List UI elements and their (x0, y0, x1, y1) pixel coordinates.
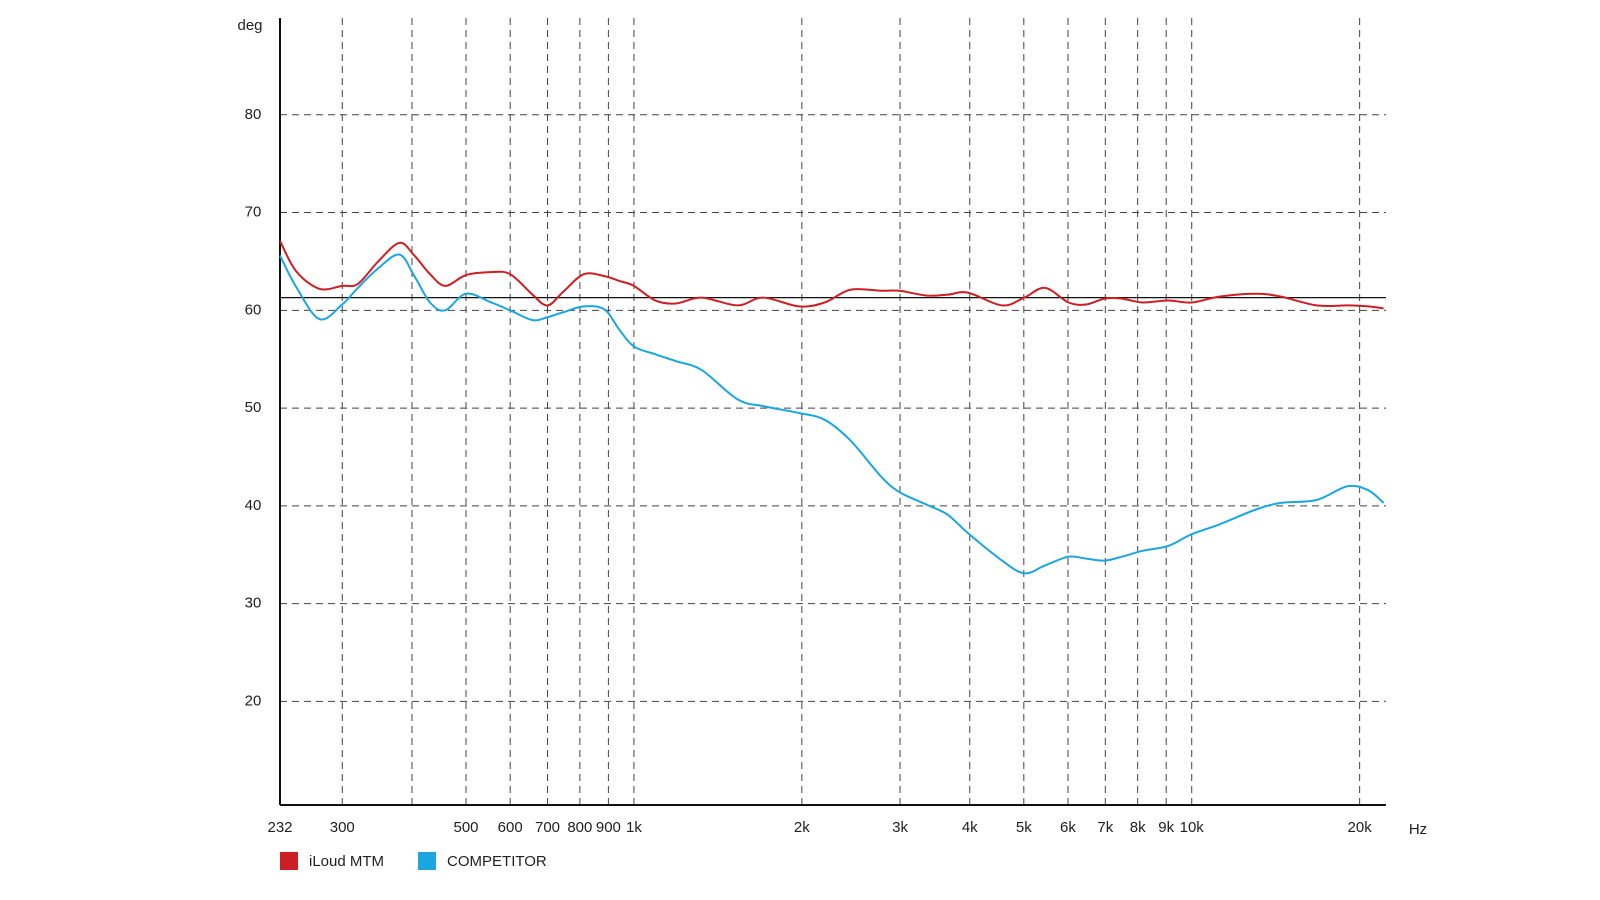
x-tick-label: 6k (1060, 819, 1076, 836)
legend-swatch (280, 852, 298, 870)
x-tick-label: 5k (1016, 819, 1032, 836)
y-tick-label: 80 (245, 106, 262, 123)
y-tick-label: 40 (245, 497, 262, 514)
x-tick-label: 900 (596, 819, 621, 836)
data-line (279, 253, 1385, 575)
x-tick-label: 3k (892, 819, 908, 836)
legend-swatch (418, 852, 437, 870)
x-tick-label: 1k (626, 819, 642, 836)
x-tick-label: 700 (535, 819, 560, 836)
y-axis-label: deg (237, 17, 262, 34)
x-tick-label: 600 (498, 819, 523, 836)
y-tick-label: 30 (245, 595, 262, 612)
legend-label: iLoud MTM (309, 853, 384, 870)
x-axis-label: Hz (1409, 821, 1427, 838)
x-tick-label: 4k (962, 819, 978, 836)
x-tick-label: 7k (1097, 819, 1113, 836)
x-tick-label: 10k (1180, 819, 1205, 836)
x-tick-label: 20k (1348, 819, 1373, 836)
data-line (279, 240, 1384, 310)
legend-label: COMPETITOR (447, 853, 547, 870)
x-tick-label: 9k (1158, 819, 1174, 836)
x-tick-label: 232 (267, 819, 292, 836)
x-tick-label: 2k (794, 819, 810, 836)
x-tick-label: 300 (330, 819, 355, 836)
x-tick-label: 500 (453, 819, 478, 836)
y-tick-label: 20 (245, 692, 262, 709)
y-tick-label: 50 (245, 399, 262, 416)
x-tick-label: 8k (1130, 819, 1146, 836)
x-tick-label: 800 (567, 819, 592, 836)
y-tick-label: 70 (245, 204, 262, 221)
y-tick-label: 60 (245, 301, 262, 318)
